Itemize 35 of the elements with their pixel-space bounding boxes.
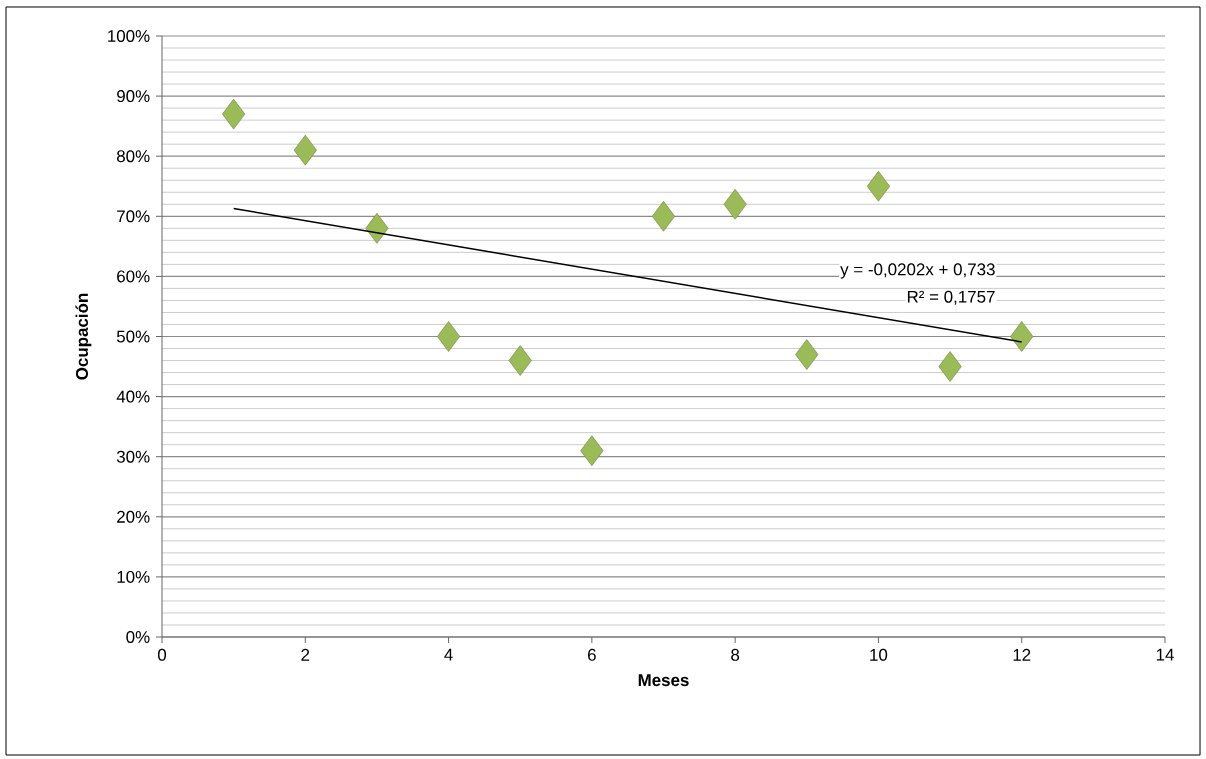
- y-tick-label: 20%: [117, 510, 150, 523]
- x-tick-label: 2: [301, 648, 310, 661]
- point: [437, 321, 461, 352]
- x-tick-label: 12: [1013, 648, 1031, 661]
- point: [365, 213, 389, 244]
- y-tick-label: 10%: [117, 570, 150, 583]
- y-tick-label: 70%: [117, 210, 150, 223]
- point: [651, 200, 676, 232]
- annotation: R² = 0,1757: [907, 290, 995, 305]
- y-tick-label: 30%: [116, 450, 150, 463]
- y-tick-label: 50%: [116, 330, 150, 343]
- x-tick-label: 14: [1156, 648, 1174, 661]
- y-tick-label: 60%: [117, 270, 150, 283]
- x-axis-title: Meses: [638, 674, 689, 687]
- x-tick-label: 4: [444, 648, 453, 661]
- point: [795, 339, 819, 370]
- point: [293, 134, 317, 166]
- point: [508, 345, 532, 376]
- point: [580, 435, 604, 466]
- y-tick-label: 90%: [117, 90, 150, 103]
- point: [222, 98, 246, 130]
- point: [1010, 321, 1034, 352]
- y-tick-label: 100%: [108, 29, 150, 42]
- x-tick-label: 8: [731, 648, 740, 661]
- y-tick-label: 0%: [126, 631, 150, 643]
- x-tick-label: 0: [157, 648, 167, 661]
- point: [866, 170, 890, 202]
- x-tick-label: 10: [870, 648, 888, 661]
- x-tick-label: 6: [588, 648, 596, 661]
- point: [723, 188, 747, 220]
- annotation: y = -0,0202x + 0,733: [840, 263, 995, 279]
- y-tick-label: 80%: [116, 150, 150, 163]
- point: [938, 351, 962, 382]
- y-tick-label: 40%: [116, 390, 150, 403]
- y-axis-title: Ocupación: [75, 293, 92, 380]
